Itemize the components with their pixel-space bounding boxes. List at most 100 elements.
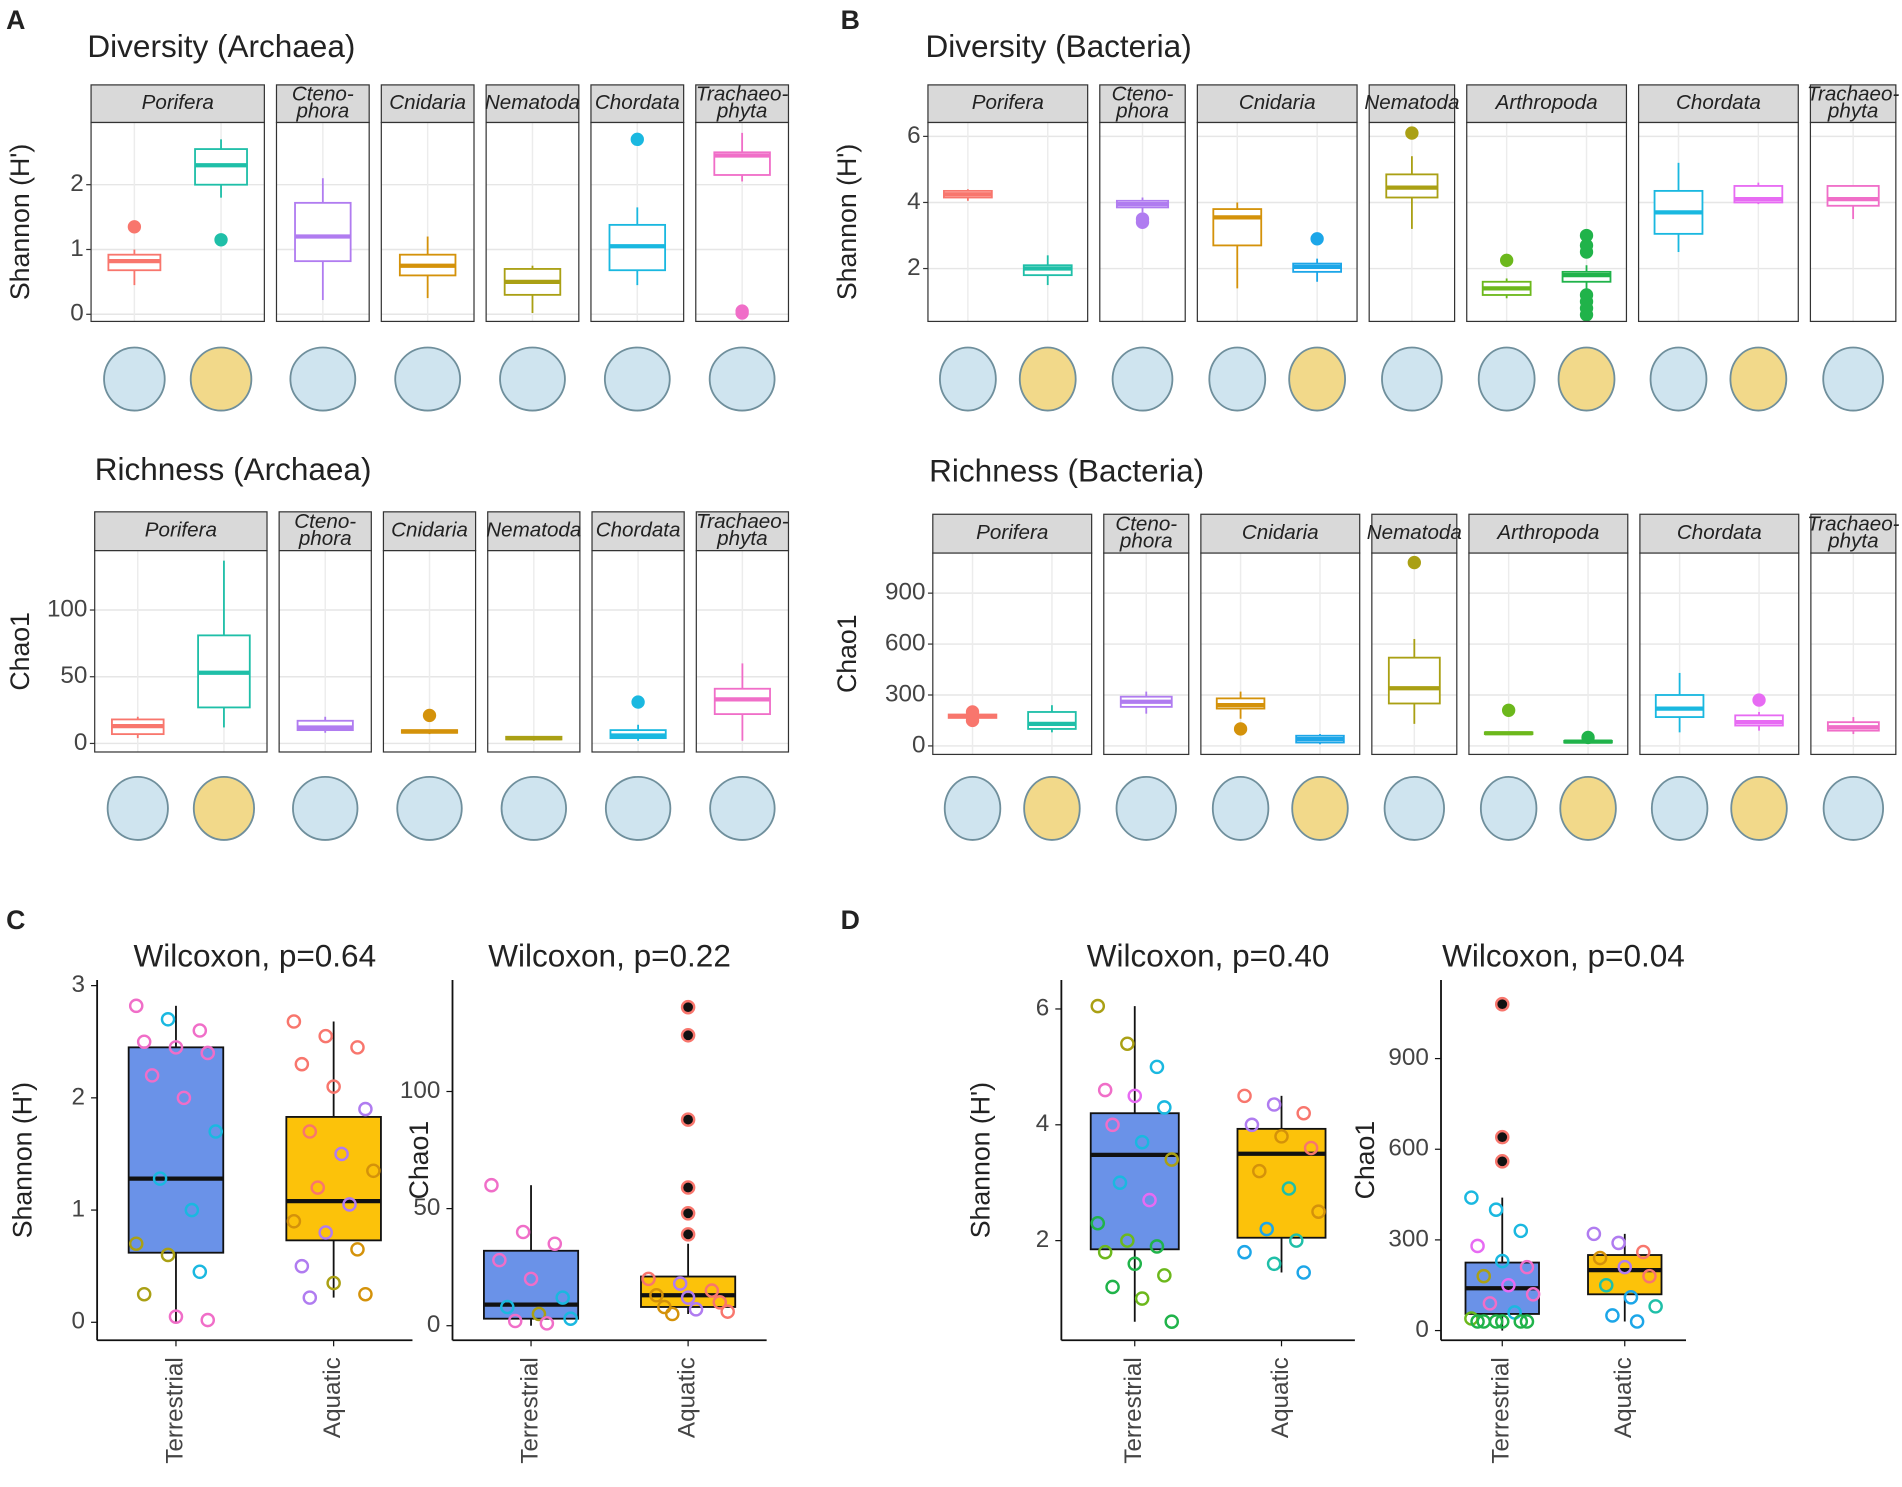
point xyxy=(144,1068,160,1083)
facet-label: Porifera xyxy=(976,521,1048,544)
point xyxy=(200,1312,216,1328)
chart-title: Richness (Bacteria) xyxy=(929,452,1204,488)
organism-icon xyxy=(939,346,997,412)
point xyxy=(286,1214,302,1229)
organism-icon xyxy=(1479,775,1538,841)
point xyxy=(1296,1265,1311,1280)
strip xyxy=(1196,84,1358,124)
organism-icon xyxy=(943,775,1002,841)
facet-label: Cteno- xyxy=(294,510,356,533)
point xyxy=(358,1101,373,1117)
facet-label: Chordata xyxy=(1677,521,1762,544)
point xyxy=(302,1124,318,1139)
y-tick-label: 50 xyxy=(60,662,87,689)
x-tick-label: Terrestrial xyxy=(1120,1357,1147,1463)
point xyxy=(176,1090,192,1106)
point xyxy=(1623,1290,1639,1305)
facet-label: Nematoda xyxy=(485,91,580,114)
point xyxy=(350,1040,365,1055)
facet-label: Chordata xyxy=(1676,91,1761,114)
y-tick-label: 0 xyxy=(70,300,84,327)
outlier xyxy=(680,1227,696,1242)
facet-label: phora xyxy=(1119,530,1173,553)
point xyxy=(208,1124,223,1139)
y-tick-label: 0 xyxy=(74,729,88,756)
box xyxy=(1027,711,1077,730)
facet-label: phora xyxy=(1115,100,1169,123)
organism-icon xyxy=(1023,775,1081,841)
point xyxy=(1237,1088,1252,1104)
facet-border xyxy=(927,121,1089,323)
point xyxy=(1482,1296,1498,1311)
y-axis-label: Shannon (H') xyxy=(966,1082,996,1238)
point xyxy=(200,1045,216,1061)
organism-icon xyxy=(292,775,359,841)
facet-label: Nematoda xyxy=(486,519,581,542)
point xyxy=(1598,1277,1614,1293)
organism-icon xyxy=(1291,775,1349,841)
strip xyxy=(278,511,372,552)
point xyxy=(1090,1215,1106,1231)
outlier xyxy=(1579,228,1594,243)
strip xyxy=(1371,513,1458,554)
point xyxy=(1611,1235,1626,1251)
strip xyxy=(487,511,581,552)
organism-icon xyxy=(1557,346,1616,412)
point xyxy=(1525,1287,1541,1302)
point xyxy=(160,1012,176,1027)
y-tick-label: 0 xyxy=(1415,1316,1429,1343)
box xyxy=(1236,1127,1327,1239)
point xyxy=(563,1311,578,1326)
point xyxy=(1142,1192,1157,1208)
point xyxy=(1097,1244,1113,1260)
strip xyxy=(275,84,370,124)
point xyxy=(1149,1239,1165,1254)
facet-panel xyxy=(927,122,1088,322)
organism-icon xyxy=(603,346,671,412)
strip xyxy=(382,511,477,552)
point xyxy=(1513,1314,1529,1329)
point xyxy=(128,998,144,1014)
x-tick-label: Aquatic xyxy=(674,1357,701,1438)
outlier xyxy=(630,132,644,147)
chart-title: Diversity (Bacteria) xyxy=(926,28,1192,64)
box xyxy=(294,201,352,263)
outlier xyxy=(735,304,749,318)
point xyxy=(1127,1088,1143,1104)
point xyxy=(1157,1100,1172,1115)
point xyxy=(1501,1277,1516,1293)
organism-icon xyxy=(192,775,255,841)
facet-border xyxy=(382,550,477,753)
point xyxy=(1105,1279,1120,1295)
point xyxy=(1090,998,1106,1014)
organism-icon xyxy=(396,775,463,841)
outlier xyxy=(422,708,437,723)
outlier xyxy=(1135,212,1150,226)
y-tick-label: 1 xyxy=(71,1195,85,1222)
point xyxy=(1592,1250,1608,1266)
facet-border xyxy=(1639,552,1800,756)
point xyxy=(1266,1256,1282,1272)
facet-border xyxy=(590,121,685,323)
facet-border xyxy=(591,550,685,753)
x-tick-label: Terrestrial xyxy=(516,1357,543,1463)
y-tick-label: 4 xyxy=(1036,1110,1050,1137)
point xyxy=(672,1276,688,1291)
facet-border xyxy=(485,121,580,323)
point xyxy=(1296,1105,1311,1121)
facet-label: Chordata xyxy=(595,91,680,114)
facet-label: Porifera xyxy=(142,91,214,114)
point xyxy=(531,1306,547,1322)
facet-border xyxy=(487,550,581,753)
point xyxy=(184,1202,200,1218)
point xyxy=(1112,1175,1128,1190)
point xyxy=(1149,1059,1165,1075)
facet-label: Chordata xyxy=(596,519,681,542)
facet-border xyxy=(380,121,475,323)
organism-icon xyxy=(106,775,169,841)
outlier xyxy=(680,1112,696,1127)
facet-border xyxy=(695,550,790,753)
y-axis-label: Shannon (H') xyxy=(5,144,35,300)
facet-panel xyxy=(1468,553,1628,755)
point xyxy=(539,1316,555,1331)
